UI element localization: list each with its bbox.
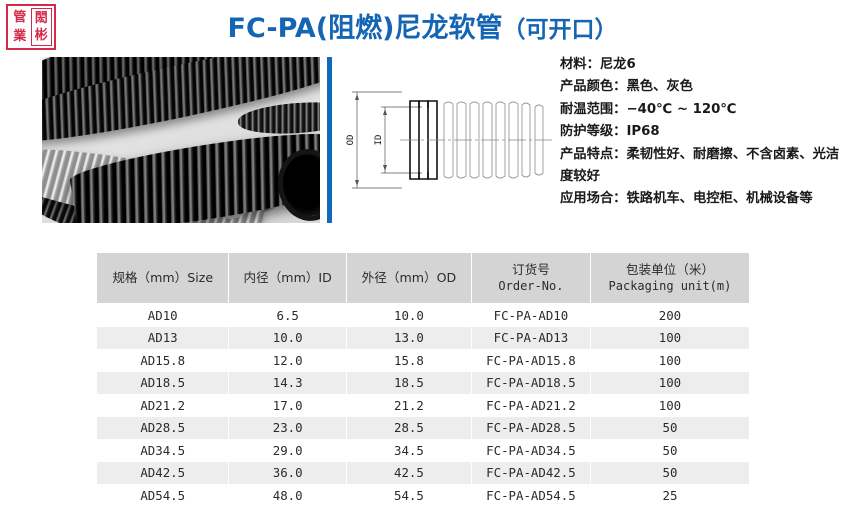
cell-packaging: 25	[590, 484, 749, 507]
spec-material: 材料：尼龙6	[560, 57, 636, 72]
cell-id: 14.3	[228, 371, 347, 394]
table-row: AD18.5 14.3 18.5 FC-PA-AD18.5 100	[97, 371, 749, 394]
page-title-main: FC-PA(阻燃)尼龙软管	[227, 13, 503, 44]
table-row: AD13 10.0 13.0 FC-PA-AD13 100	[97, 326, 749, 349]
product-photo	[42, 57, 320, 223]
photo-tube-thin-black	[237, 98, 320, 138]
cell-order-no: FC-PA-AD42.5	[471, 461, 591, 484]
cell-od: 13.0	[346, 326, 472, 349]
header-pack-en: Packaging unit(m)	[608, 279, 732, 293]
spec-applications: 应用场合：铁路机车、电控柜、机械设备等	[560, 191, 813, 207]
cell-id: 29.0	[228, 439, 347, 462]
spec-temperature: 耐温范围：−40℃ ~ 120℃	[560, 101, 737, 117]
seal-char-bin: 彬	[34, 28, 48, 43]
table-row: AD15.8 12.0 15.8 FC-PA-AD15.8 100	[97, 349, 749, 372]
cell-packaging: 50	[590, 439, 749, 462]
table-row: AD10 6.5 10.0 FC-PA-AD10 200	[97, 303, 749, 327]
cell-packaging: 100	[590, 371, 749, 394]
cell-id: 12.0	[228, 349, 347, 372]
seal-char-guan: 管	[13, 10, 27, 25]
cell-od: 34.5	[346, 439, 472, 462]
cell-od: 28.5	[346, 416, 472, 439]
table-row: AD28.5 23.0 28.5 FC-PA-AD28.5 50	[97, 416, 749, 439]
cell-order-no: FC-PA-AD10	[471, 303, 591, 327]
table-row: AD54.5 48.0 54.5 FC-PA-AD54.5 25	[97, 484, 749, 507]
specification-list: 材料：尼龙6 产品颜色：黑色、灰色 耐温范围：−40℃ ~ 120℃ 防护等级：…	[560, 54, 842, 211]
header-order-en: Order-No.	[498, 279, 564, 293]
cell-size: AD10	[97, 303, 230, 327]
cell-id: 17.0	[228, 394, 347, 417]
header-order-cn: 订货号	[512, 262, 550, 277]
cell-order-no: FC-PA-AD18.5	[471, 371, 591, 394]
specification-table: 规格（mm）Size 内径（mm）ID 外径（mm）OD 订货号 Order-N…	[97, 253, 749, 507]
id-dimension	[381, 106, 422, 174]
page-title: FC-PA(阻燃)尼龙软管（可开口）	[0, 6, 845, 45]
cell-order-no: FC-PA-AD21.2	[471, 394, 591, 417]
header-size-cn: 规格（mm）Size	[112, 270, 214, 285]
seal-left-column: 管 業	[10, 8, 30, 46]
table-row: AD21.2 17.0 21.2 FC-PA-AD21.2 100	[97, 394, 749, 417]
cell-size: AD21.2	[97, 394, 230, 417]
section-divider-bar	[327, 57, 332, 223]
cell-order-no: FC-PA-AD28.5	[471, 416, 591, 439]
cell-packaging: 50	[590, 461, 749, 484]
header-id-cn: 内径（mm）ID	[243, 270, 332, 285]
spec-color: 产品颜色：黑色、灰色	[560, 79, 693, 95]
cell-size: AD28.5	[97, 416, 230, 439]
cell-size: AD54.5	[97, 484, 230, 507]
id-label: ID	[374, 135, 384, 146]
cell-od: 18.5	[346, 371, 472, 394]
cell-packaging: 50	[590, 416, 749, 439]
tube-coils-light	[443, 101, 544, 179]
cell-id: 48.0	[228, 484, 347, 507]
header-pack-cn: 包装单位（米）	[625, 262, 715, 277]
cell-od: 42.5	[346, 461, 472, 484]
header-inner-diameter: 内径（mm）ID	[228, 253, 347, 304]
cell-size: AD15.8	[97, 349, 230, 372]
cell-size: AD13	[97, 326, 230, 349]
seal-char-ye: 業	[13, 29, 27, 44]
header-outer-diameter: 外径（mm）OD	[346, 253, 472, 304]
header-size: 规格（mm）Size	[97, 253, 230, 304]
technical-drawing: OD ID	[346, 91, 552, 189]
cell-packaging: 100	[590, 326, 749, 349]
cell-order-no: FC-PA-AD15.8	[471, 349, 591, 372]
table-row: AD42.5 36.0 42.5 FC-PA-AD42.5 50	[97, 461, 749, 484]
company-seal-logo: 閎 彬 管 業	[6, 4, 56, 50]
cell-order-no: FC-PA-AD34.5	[471, 439, 591, 462]
cell-size: AD18.5	[97, 371, 230, 394]
cell-od: 54.5	[346, 484, 472, 507]
cell-packaging: 100	[590, 394, 749, 417]
cell-order-no: FC-PA-AD54.5	[471, 484, 591, 507]
header-od-cn: 外径（mm）OD	[361, 270, 457, 285]
cell-id: 10.0	[228, 326, 347, 349]
page-header: 閎 彬 管 業 FC-PA(阻燃)尼龙软管（可开口）	[0, 0, 845, 50]
table-header-row: 规格（mm）Size 内径（mm）ID 外径（mm）OD 订货号 Order-N…	[97, 253, 749, 304]
seal-char-hong: 閎	[34, 11, 48, 26]
spec-protection: 防护等级：IP68	[560, 124, 660, 140]
cell-id: 36.0	[228, 461, 347, 484]
cell-packaging: 100	[590, 349, 749, 372]
od-label: OD	[346, 135, 356, 146]
cell-od: 15.8	[346, 349, 472, 372]
cell-od: 10.0	[346, 303, 472, 327]
cell-id: 23.0	[228, 416, 347, 439]
od-dimension	[352, 91, 402, 189]
cell-id: 6.5	[228, 303, 347, 327]
cell-od: 21.2	[346, 394, 472, 417]
page-title-parenthetical: （可开口）	[502, 17, 618, 43]
header-packaging-unit: 包装单位（米） Packaging unit(m)	[590, 253, 749, 304]
seal-right-column: 閎 彬	[30, 8, 52, 46]
header-order-no: 订货号 Order-No.	[471, 253, 591, 304]
cell-order-no: FC-PA-AD13	[471, 326, 591, 349]
table-row: AD34.5 29.0 34.5 FC-PA-AD34.5 50	[97, 439, 749, 462]
cell-packaging: 200	[590, 303, 749, 327]
spec-features: 产品特点：柔韧性好、耐磨擦、不含卤素、光洁度较好	[560, 146, 840, 185]
cell-size: AD42.5	[97, 461, 230, 484]
cell-size: AD34.5	[97, 439, 230, 462]
